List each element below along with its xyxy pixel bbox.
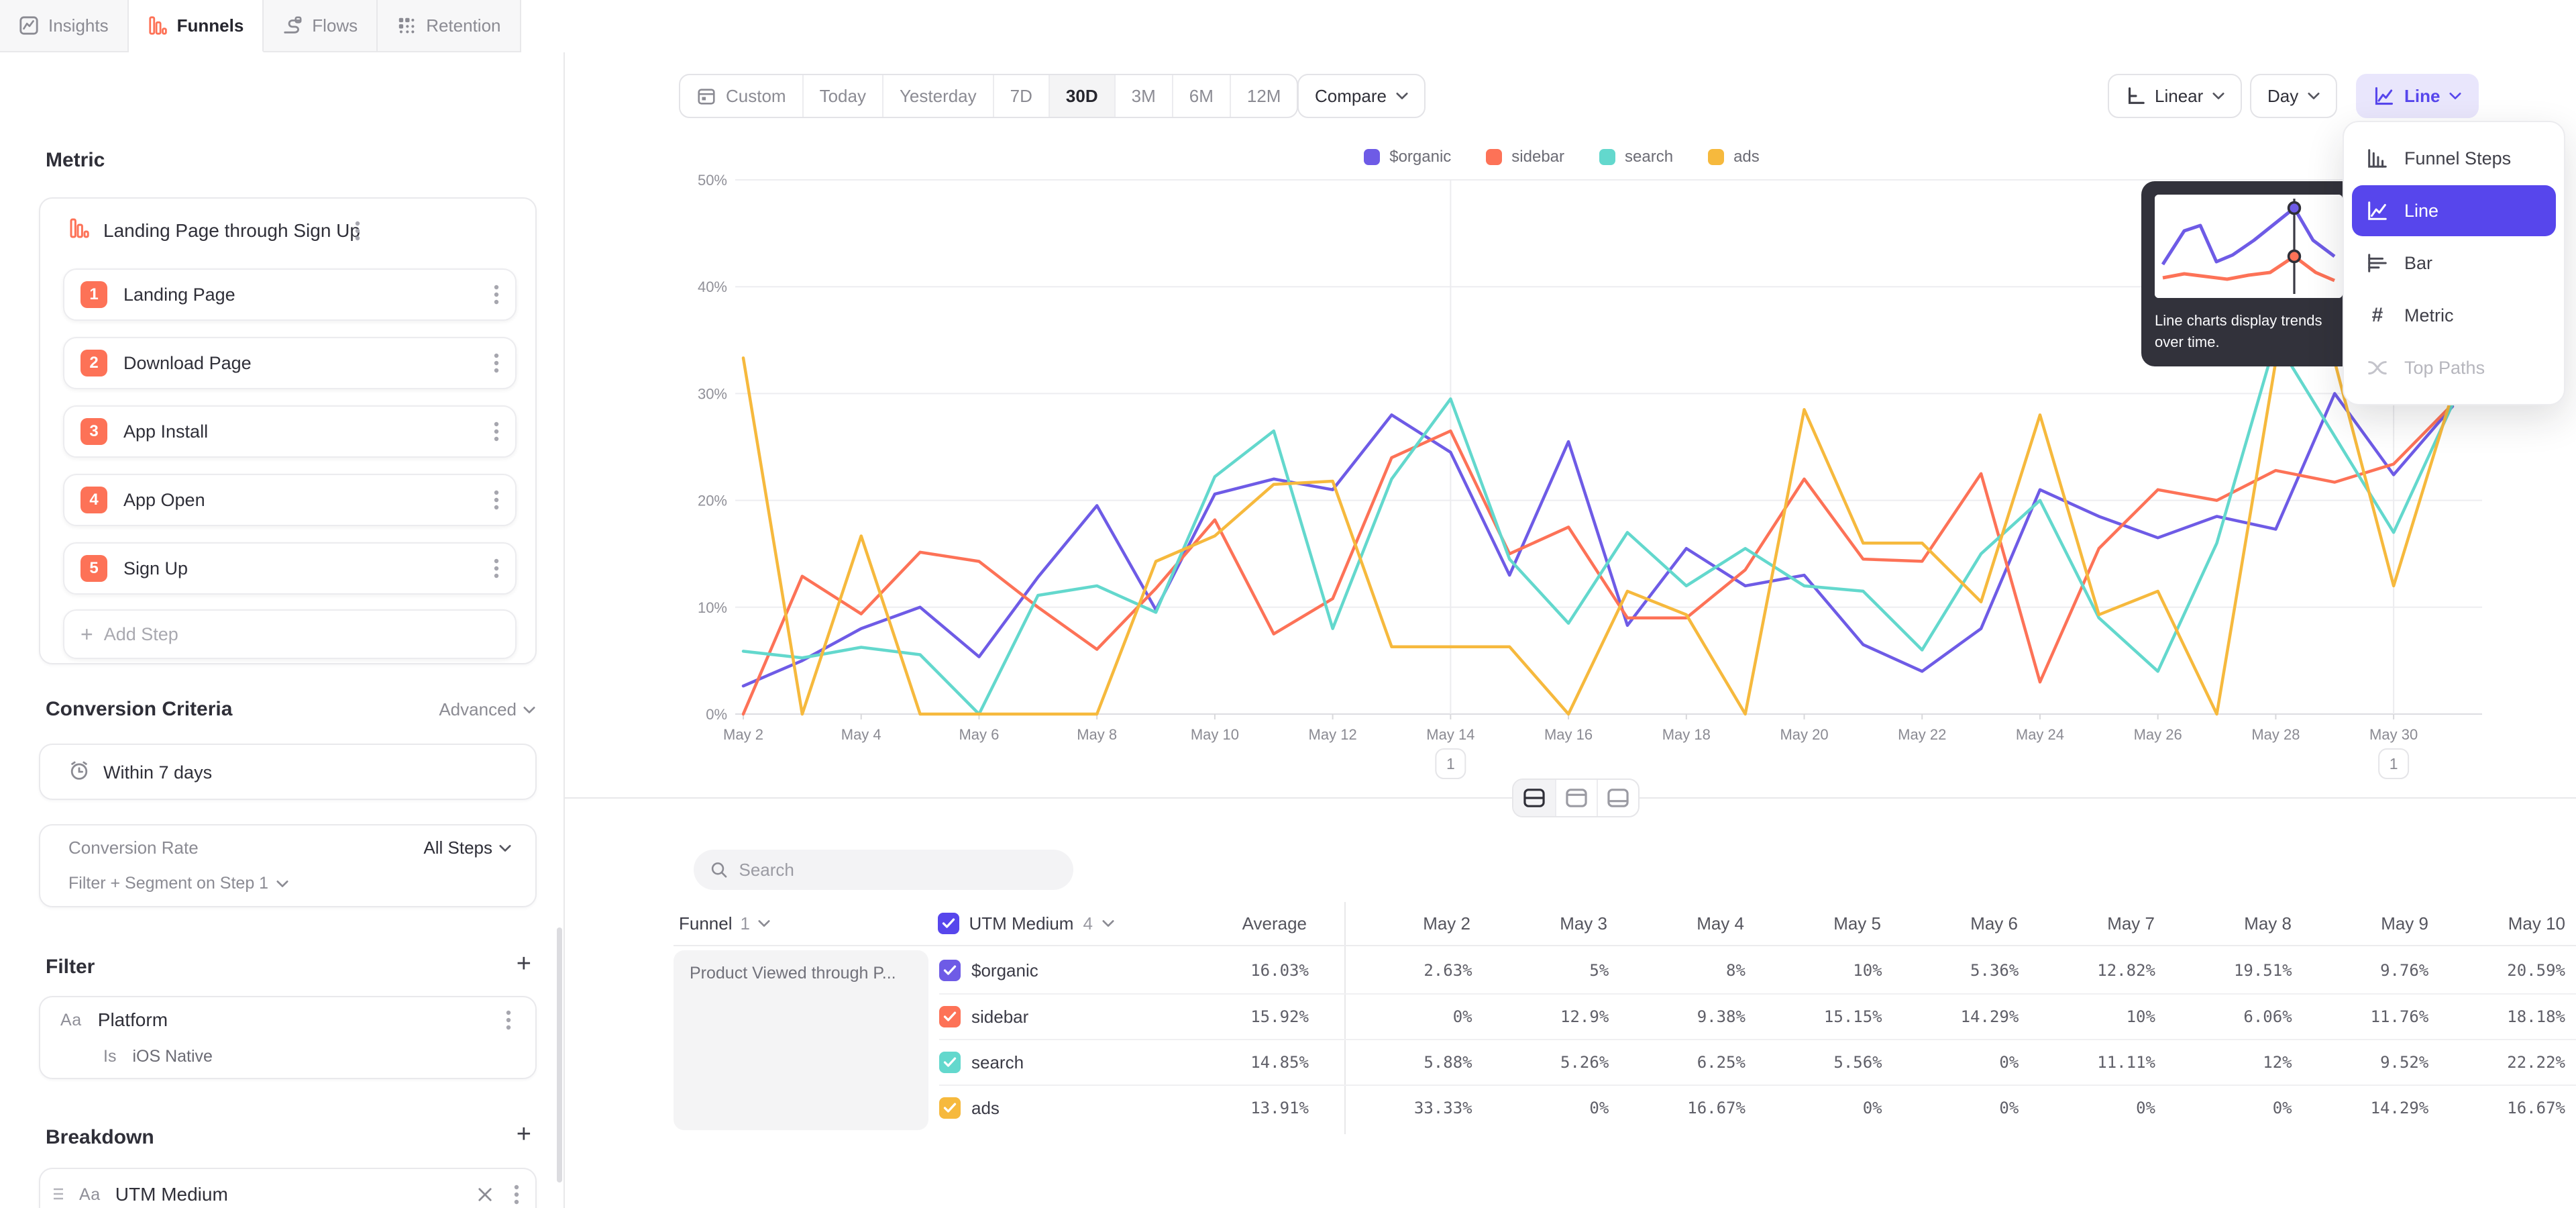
svg-text:10%: 10% bbox=[698, 599, 727, 616]
tooltip-preview-chart bbox=[2155, 195, 2343, 298]
svg-text:May 12: May 12 bbox=[1309, 726, 1357, 743]
tooltip-text: Line charts display trends over time. bbox=[2155, 310, 2343, 353]
layout-chart-top-button[interactable] bbox=[1555, 780, 1597, 816]
menu-item-bar[interactable]: Bar bbox=[2352, 238, 2556, 289]
top-paths-icon bbox=[2365, 356, 2390, 379]
svg-text:May 20: May 20 bbox=[1780, 726, 1828, 743]
tab-label: Flows bbox=[312, 15, 358, 36]
svg-text:May 28: May 28 bbox=[2251, 726, 2300, 743]
layout-chart-bottom-button[interactable] bbox=[1597, 780, 1638, 816]
tab-label: Funnels bbox=[177, 15, 244, 36]
layout-toggle-group bbox=[1512, 778, 1640, 817]
metric-icon: # bbox=[2365, 304, 2390, 327]
tab-label: Insights bbox=[48, 15, 109, 36]
funnels-icon bbox=[148, 15, 168, 36]
funnel-steps-icon bbox=[2365, 147, 2390, 170]
tab-funnels[interactable]: Funnels bbox=[129, 0, 264, 52]
report-tabbar: Insights Funnels Flows Retention bbox=[0, 0, 565, 52]
menu-item-label: Top Paths bbox=[2404, 358, 2485, 379]
svg-text:May 16: May 16 bbox=[1544, 726, 1593, 743]
menu-item-label: Bar bbox=[2404, 253, 2432, 274]
layout-split-button[interactable] bbox=[1513, 780, 1555, 816]
svg-text:May 2: May 2 bbox=[723, 726, 763, 743]
menu-item-label: Funnel Steps bbox=[2404, 148, 2511, 169]
menu-item-label: Metric bbox=[2404, 305, 2454, 326]
svg-text:1: 1 bbox=[1446, 755, 1455, 772]
chart-type-tooltip: Line charts display trends over time. bbox=[2141, 181, 2356, 366]
menu-item-metric[interactable]: # Metric bbox=[2352, 290, 2556, 341]
svg-text:May 10: May 10 bbox=[1191, 726, 1239, 743]
insights-icon bbox=[19, 15, 39, 36]
flows-icon bbox=[282, 15, 303, 36]
svg-text:May 26: May 26 bbox=[2134, 726, 2182, 743]
tab-insights[interactable]: Insights bbox=[0, 0, 129, 52]
svg-text:May 24: May 24 bbox=[2016, 726, 2064, 743]
svg-text:May 22: May 22 bbox=[1898, 726, 1946, 743]
svg-text:May 4: May 4 bbox=[841, 726, 881, 743]
svg-text:50%: 50% bbox=[698, 172, 727, 189]
svg-text:40%: 40% bbox=[698, 279, 727, 295]
menu-item-funnel-steps[interactable]: Funnel Steps bbox=[2352, 133, 2556, 184]
svg-text:May 6: May 6 bbox=[959, 726, 999, 743]
svg-text:0%: 0% bbox=[706, 706, 727, 723]
chart-type-menu: Funnel Steps Line Bar # Metric Top Paths bbox=[2343, 121, 2565, 405]
svg-text:30%: 30% bbox=[698, 385, 727, 402]
svg-text:May 30: May 30 bbox=[2369, 726, 2418, 743]
app-window: 0% 10% 20% 30% 40% 50% May 2 May 4 May 6 May 8 May… bbox=[0, 0, 2576, 1208]
tab-retention[interactable]: Retention bbox=[378, 0, 521, 52]
svg-text:May 8: May 8 bbox=[1077, 726, 1117, 743]
line-chart-icon bbox=[2365, 199, 2390, 222]
bar-chart-icon bbox=[2365, 252, 2390, 274]
menu-item-label: Line bbox=[2404, 201, 2438, 221]
tab-label: Retention bbox=[426, 15, 500, 36]
menu-item-top-paths: Top Paths bbox=[2352, 342, 2556, 393]
menu-item-line[interactable]: Line bbox=[2352, 185, 2556, 236]
svg-text:1: 1 bbox=[2390, 755, 2398, 772]
retention-icon bbox=[396, 15, 417, 36]
svg-text:20%: 20% bbox=[698, 493, 727, 509]
tab-flows[interactable]: Flows bbox=[264, 0, 378, 52]
svg-text:May 18: May 18 bbox=[1662, 726, 1711, 743]
svg-text:May 14: May 14 bbox=[1426, 726, 1474, 743]
